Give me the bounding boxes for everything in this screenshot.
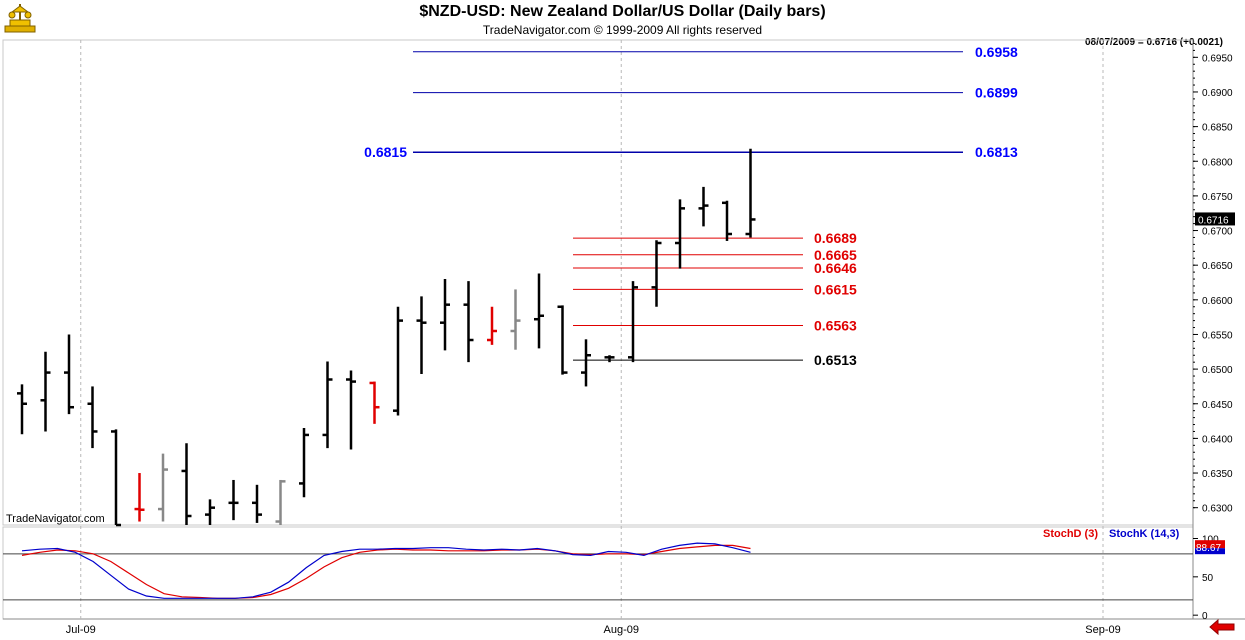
ohlc-bar <box>416 296 427 374</box>
y-tick-label: 0.6700 <box>1202 227 1233 238</box>
ohlc-bar <box>557 305 568 375</box>
ohlc-bar <box>628 281 638 363</box>
ohlc-bar <box>369 381 380 424</box>
ohlc-bar <box>40 351 51 432</box>
support-label: 0.6646 <box>814 260 857 276</box>
last-quote-readout: 08/07/2009 = 0.6716 (+0.0021) <box>1085 37 1223 48</box>
y-tick-label: 0.6350 <box>1202 469 1233 480</box>
ohlc-bar <box>299 428 309 498</box>
ohlc-bar <box>346 370 356 450</box>
stoch-d-legend: StochD (3) <box>1043 528 1098 540</box>
support-label: 0.6665 <box>814 247 857 263</box>
y-tick-label: 0.6950 <box>1202 53 1233 64</box>
ohlc-bar <box>111 429 121 527</box>
stoch-last-value-box-red <box>1195 540 1225 549</box>
projection-label: 0.6899 <box>975 85 1018 101</box>
y-tick-label: 0.6900 <box>1202 88 1233 99</box>
ohlc-bar <box>228 479 239 521</box>
ohlc-bar <box>534 273 544 349</box>
x-tick-label: Sep-09 <box>1085 624 1120 636</box>
ohlc-bar <box>87 386 98 449</box>
ohlc-bar <box>322 361 333 449</box>
stoch-pane-frame <box>2 526 1194 620</box>
ohlc-bar <box>698 186 709 227</box>
y-tick-label: 0.6650 <box>1202 261 1233 272</box>
y-tick-label: 0.6300 <box>1202 504 1233 515</box>
stoch-series-line <box>21 542 751 599</box>
stoch-last-value-box-blue <box>1195 548 1225 555</box>
ohlc-bar <box>181 443 192 525</box>
chart-title: $NZD-USD: New Zealand Dollar/US Dollar (… <box>419 3 826 20</box>
y-tick-label: 0.6750 <box>1202 192 1233 203</box>
ohlc-bar <box>675 199 685 269</box>
stoch-y-tick-label: 100 <box>1202 535 1219 546</box>
projection-label: 0.6958 <box>975 44 1018 60</box>
ohlc-bar <box>205 499 215 525</box>
support-label: 0.6563 <box>814 317 857 333</box>
y-tick-label: 0.6400 <box>1202 434 1233 445</box>
stoch-y-tick-label: 0 <box>1202 611 1208 622</box>
ohlc-bar <box>463 281 474 363</box>
y-tick-label: 0.6450 <box>1202 400 1233 411</box>
support-label: 0.6615 <box>814 281 857 297</box>
y-tick-label: 0.6500 <box>1202 365 1233 376</box>
support-label: 0.6689 <box>814 230 857 246</box>
ohlc-bar <box>604 355 615 363</box>
projection-label: 0.6813 <box>975 144 1018 160</box>
stoch-y-tick-label: 50 <box>1202 573 1214 584</box>
last-price-box <box>1195 212 1235 226</box>
stoch-last-value-label: 88.67 <box>1196 543 1221 554</box>
ohlc-bar <box>651 240 662 307</box>
last-price-label: 0.6716 <box>1198 215 1229 226</box>
y-tick-label: 0.6800 <box>1202 157 1233 168</box>
ohlc-bar <box>487 306 497 345</box>
chart-subtitle: TradeNavigator.com © 1999-2009 All right… <box>482 23 763 37</box>
x-tick-label: Jul-09 <box>66 624 96 636</box>
ohlc-bar <box>17 384 27 435</box>
ohlc-bar <box>158 453 168 522</box>
scroll-right-arrow-icon[interactable] <box>1208 619 1236 635</box>
price-pane-frame <box>2 39 1194 526</box>
projection-left-label: 0.6815 <box>364 144 407 160</box>
support-label: 0.6513 <box>814 352 857 368</box>
y-tick-label: 0.6600 <box>1202 296 1233 307</box>
trade-navigator-logo-icon[interactable] <box>4 2 36 34</box>
y-tick-label: 0.6850 <box>1202 123 1233 134</box>
ohlc-bar <box>440 279 450 351</box>
x-tick-label: Aug-09 <box>604 624 639 636</box>
ohlc-bar <box>393 306 403 416</box>
stoch-k-legend: StochK (14,3) <box>1109 528 1180 540</box>
ohlc-bar <box>64 334 74 415</box>
ohlc-bar <box>745 148 756 238</box>
ohlc-bar <box>275 479 286 525</box>
ohlc-bar <box>722 200 732 241</box>
ohlc-bar <box>510 289 521 350</box>
ohlc-bar <box>252 484 262 523</box>
stoch-series-line <box>21 544 751 599</box>
y-tick-label: 0.6550 <box>1202 330 1233 341</box>
ohlc-bar <box>134 473 145 522</box>
ohlc-bar <box>581 339 591 387</box>
watermark: TradeNavigator.com <box>6 513 105 525</box>
